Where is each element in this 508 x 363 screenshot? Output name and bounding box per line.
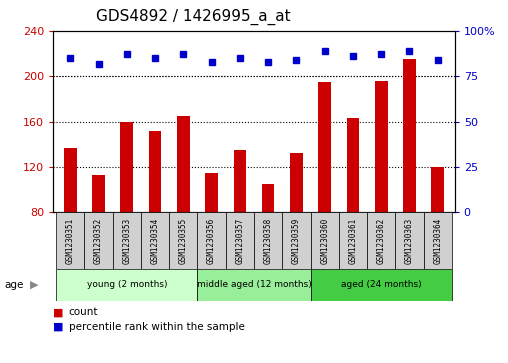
Text: GSM1230361: GSM1230361 bbox=[348, 217, 358, 264]
Bar bbox=[64, 148, 77, 212]
Text: middle aged (12 months): middle aged (12 months) bbox=[197, 281, 311, 289]
Text: GSM1230359: GSM1230359 bbox=[292, 217, 301, 264]
Bar bbox=[92, 175, 105, 212]
Text: GSM1230355: GSM1230355 bbox=[179, 217, 188, 264]
Text: GSM1230360: GSM1230360 bbox=[320, 217, 329, 264]
Bar bbox=[310, 212, 339, 269]
Bar bbox=[290, 153, 303, 212]
Text: GSM1230363: GSM1230363 bbox=[405, 217, 414, 264]
Text: age: age bbox=[4, 280, 23, 290]
Bar bbox=[254, 212, 282, 269]
Bar bbox=[395, 212, 424, 269]
Text: GSM1230362: GSM1230362 bbox=[376, 217, 386, 264]
Bar bbox=[282, 212, 310, 269]
Text: ▶: ▶ bbox=[30, 280, 39, 290]
Bar bbox=[198, 212, 226, 269]
Bar bbox=[169, 212, 198, 269]
Bar bbox=[84, 212, 113, 269]
Text: GSM1230352: GSM1230352 bbox=[94, 217, 103, 264]
Bar bbox=[431, 167, 444, 212]
Bar bbox=[262, 184, 274, 212]
Bar bbox=[403, 59, 416, 212]
Text: aged (24 months): aged (24 months) bbox=[341, 281, 422, 289]
Text: GSM1230353: GSM1230353 bbox=[122, 217, 132, 264]
Text: GSM1230358: GSM1230358 bbox=[264, 217, 273, 264]
Bar bbox=[205, 173, 218, 212]
Bar bbox=[424, 212, 452, 269]
Bar bbox=[177, 116, 189, 212]
Bar bbox=[310, 269, 452, 301]
Bar bbox=[319, 82, 331, 212]
Bar bbox=[120, 122, 133, 212]
Bar bbox=[339, 212, 367, 269]
Bar bbox=[234, 150, 246, 212]
Bar bbox=[56, 269, 198, 301]
Text: GSM1230351: GSM1230351 bbox=[66, 217, 75, 264]
Bar bbox=[56, 212, 84, 269]
Text: young (2 months): young (2 months) bbox=[86, 281, 167, 289]
Text: GSM1230356: GSM1230356 bbox=[207, 217, 216, 264]
Text: GSM1230354: GSM1230354 bbox=[150, 217, 160, 264]
Bar bbox=[367, 212, 395, 269]
Bar bbox=[375, 81, 388, 212]
Text: ■: ■ bbox=[53, 322, 64, 332]
Text: ■: ■ bbox=[53, 307, 64, 317]
Text: GSM1230364: GSM1230364 bbox=[433, 217, 442, 264]
Text: percentile rank within the sample: percentile rank within the sample bbox=[69, 322, 244, 332]
Bar bbox=[141, 212, 169, 269]
Bar bbox=[346, 118, 359, 212]
Text: count: count bbox=[69, 307, 98, 317]
Text: GSM1230357: GSM1230357 bbox=[235, 217, 244, 264]
Text: GDS4892 / 1426995_a_at: GDS4892 / 1426995_a_at bbox=[96, 9, 291, 25]
Bar bbox=[149, 131, 162, 212]
Bar bbox=[113, 212, 141, 269]
Bar bbox=[226, 212, 254, 269]
Bar bbox=[198, 269, 310, 301]
